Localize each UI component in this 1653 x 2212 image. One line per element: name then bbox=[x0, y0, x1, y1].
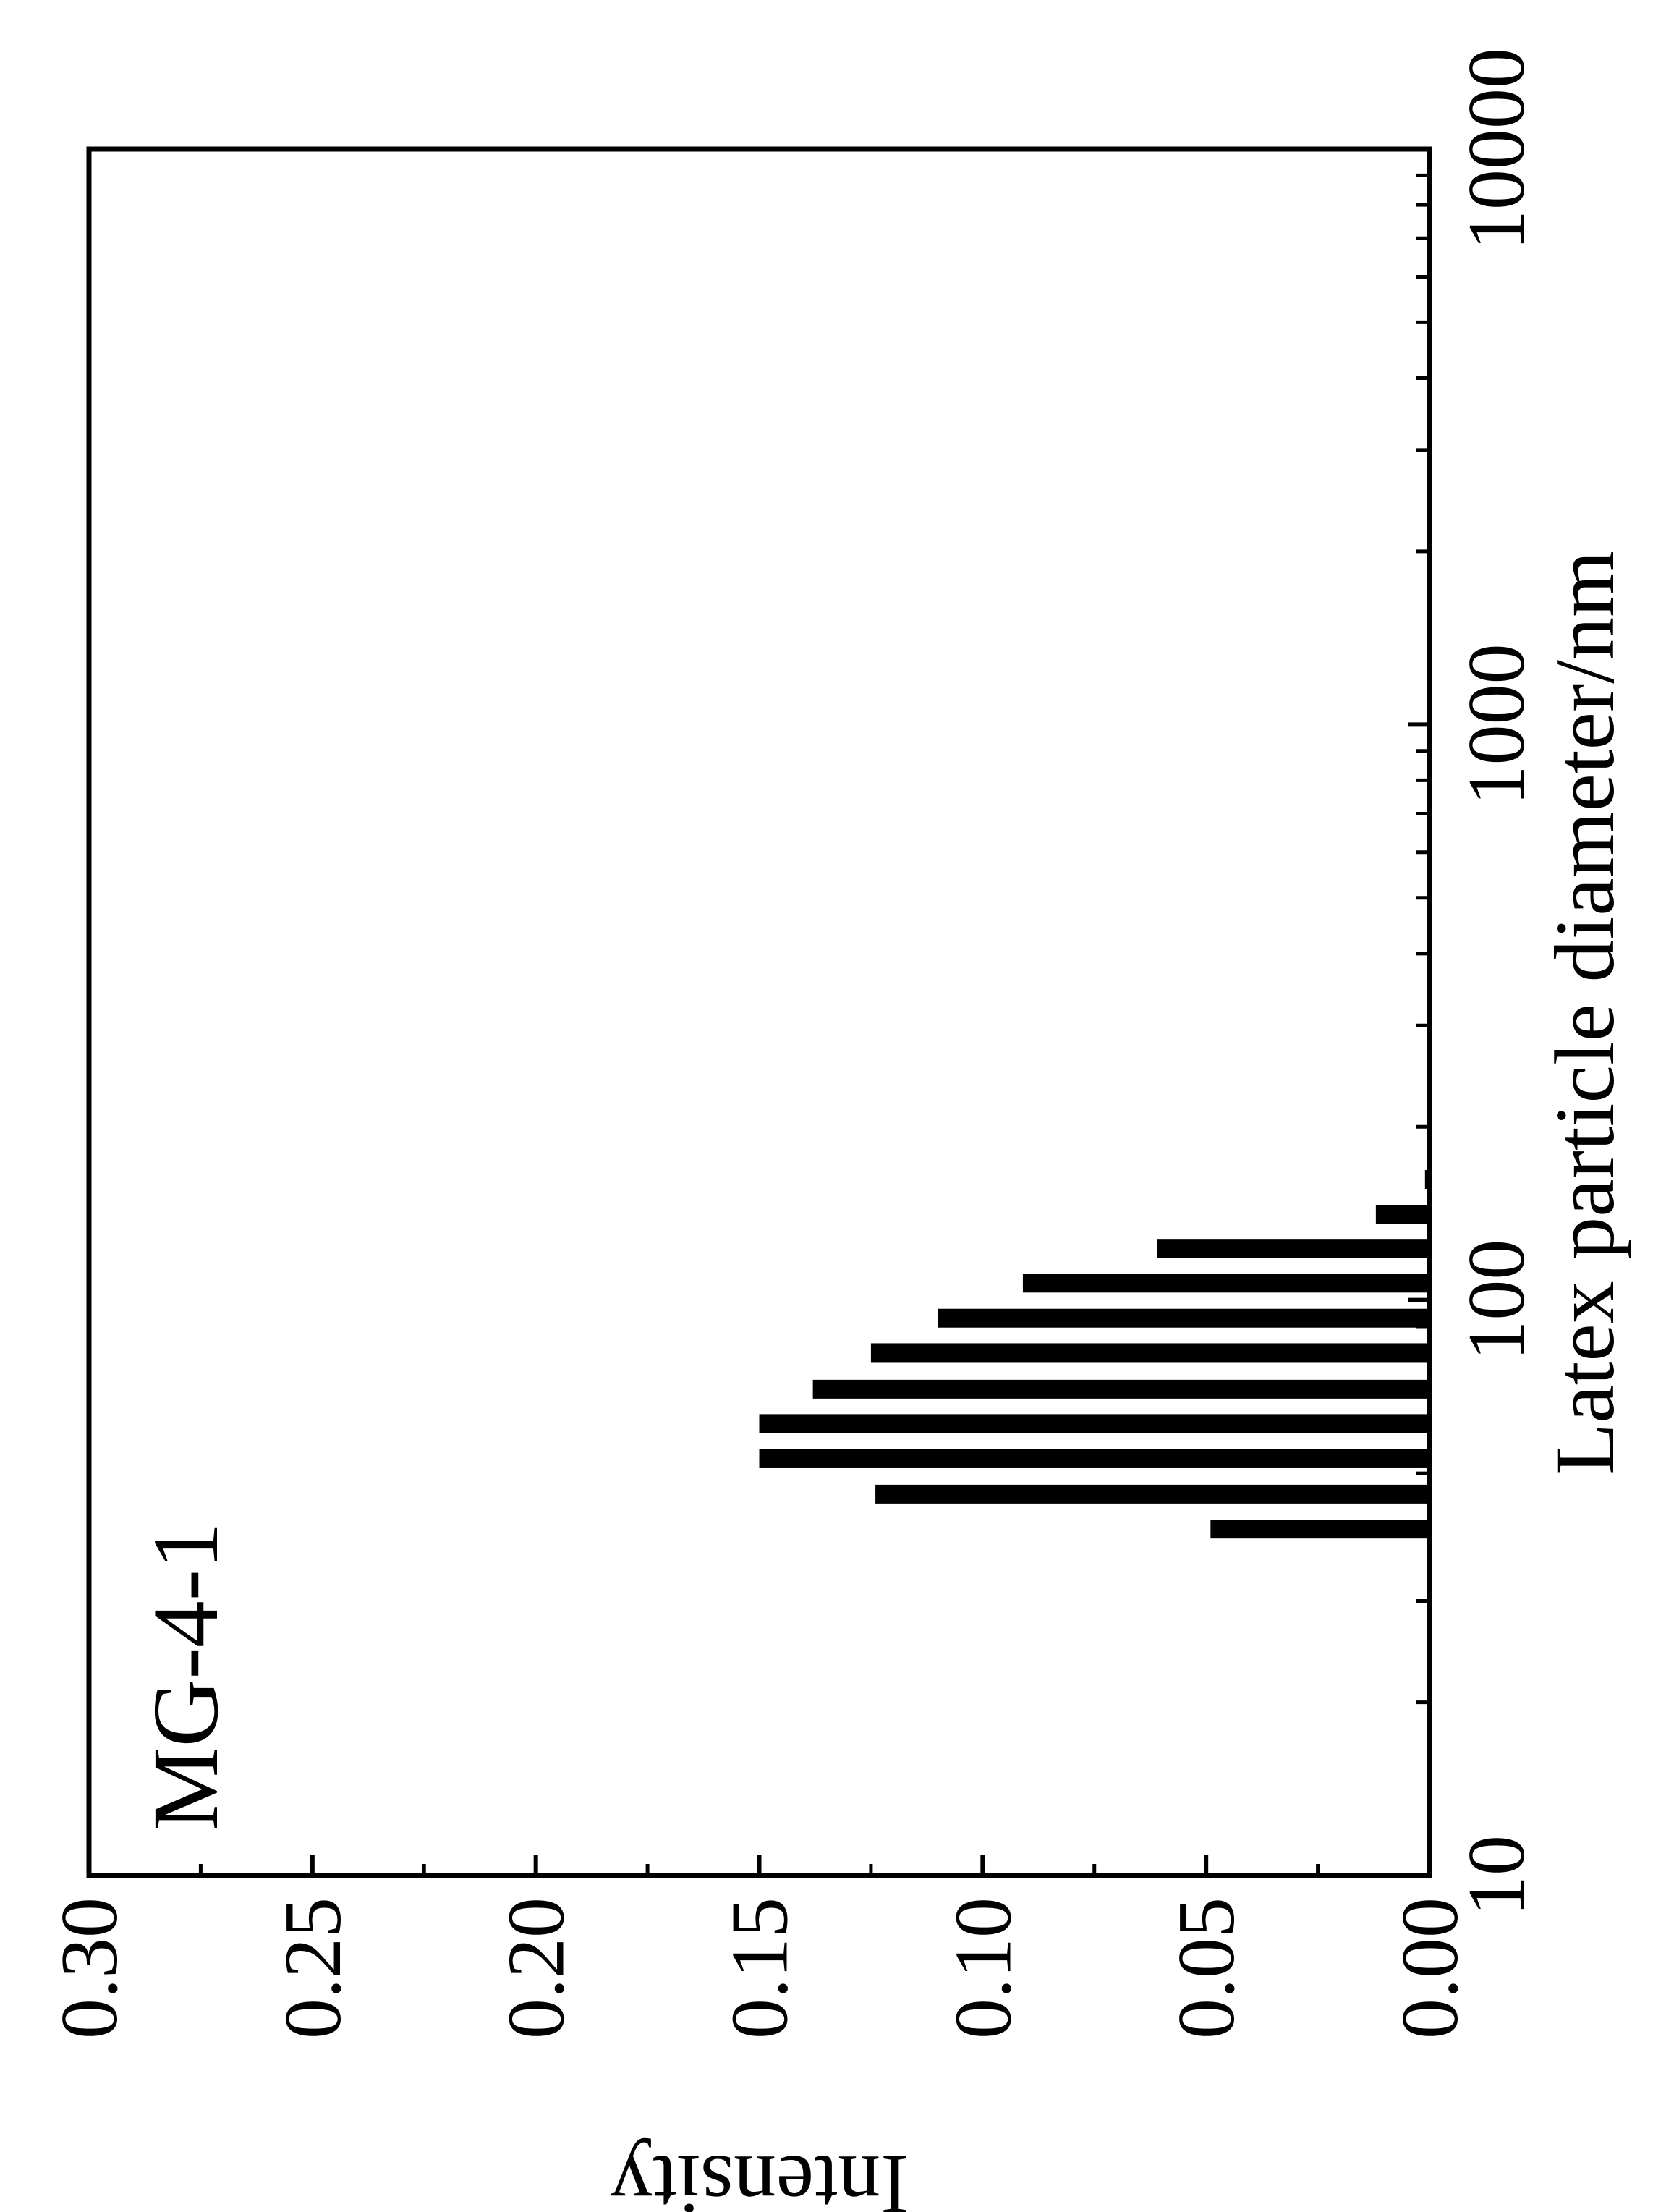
diameter-tick-label: 10 bbox=[1452, 1835, 1542, 1916]
bar bbox=[875, 1485, 1429, 1504]
value-tick-label: 0.15 bbox=[715, 1897, 805, 2039]
value-tick-label: 0.30 bbox=[45, 1897, 135, 2039]
diameter-tick-label: 1000 bbox=[1452, 643, 1542, 805]
value-tick-label: 0.05 bbox=[1162, 1897, 1252, 2039]
value-tick-label: 0.20 bbox=[492, 1897, 582, 2039]
diameter-tick-label: 10000 bbox=[1452, 48, 1542, 250]
bar bbox=[760, 1414, 1430, 1433]
diameter-tick-label: 100 bbox=[1452, 1240, 1542, 1361]
bar bbox=[1210, 1520, 1429, 1538]
value-tick-label: 0.25 bbox=[268, 1897, 358, 2039]
bar bbox=[938, 1309, 1429, 1328]
x-axis-title: Latex particle diameter/nm bbox=[1537, 551, 1632, 1475]
tick-labels: 0.00 0.05 0.10 0.15 0.20 0.25 0.30 10 100 1000 100… bbox=[45, 48, 1542, 2039]
bar bbox=[760, 1449, 1430, 1468]
bar bbox=[1376, 1205, 1429, 1224]
bar bbox=[1023, 1274, 1429, 1292]
bar bbox=[813, 1380, 1429, 1399]
value-tick-label: 0.00 bbox=[1385, 1897, 1475, 2039]
bar bbox=[1157, 1239, 1429, 1258]
bars bbox=[760, 1170, 1430, 1538]
value-tick-label: 0.10 bbox=[938, 1897, 1028, 2039]
axis-ticks bbox=[89, 149, 1429, 1876]
plot-frame bbox=[89, 149, 1429, 1876]
bar bbox=[1425, 1170, 1429, 1189]
y-axis-title: Intensity bbox=[611, 2137, 909, 2212]
sample-annotation: MG-4-1 bbox=[134, 1522, 238, 1831]
bar bbox=[871, 1343, 1429, 1362]
